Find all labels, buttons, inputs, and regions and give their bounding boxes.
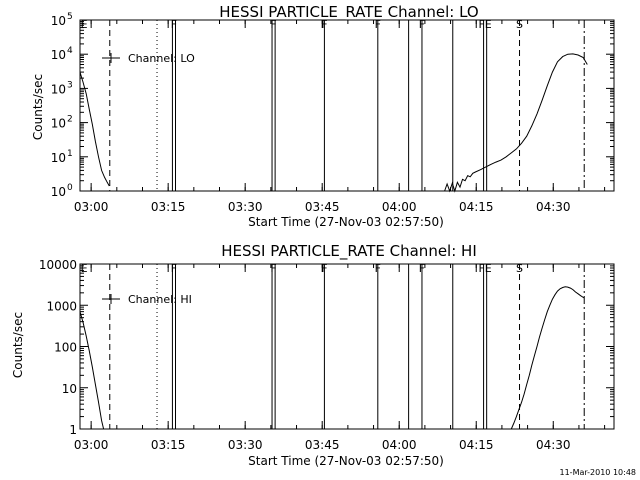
bottom-x-tick-label-5: 04:15: [459, 438, 494, 452]
top-y-tick-exponent-4: 4: [67, 46, 73, 56]
bottom-event-label-5: F: [419, 262, 425, 275]
top-y-tick-exponent-2: 2: [67, 115, 73, 125]
top-plot-frame: [79, 19, 615, 192]
bottom-event-label-6: FE: [478, 262, 491, 275]
bottom-x-axis-label: Start Time (27-Nov-03 02:57:50): [248, 454, 444, 468]
bottom-x-tick-label-1: 03:15: [151, 438, 186, 452]
bottom-y-tick-label-4: 10000: [39, 258, 77, 272]
top-x-tick-label-1: 03:15: [151, 200, 186, 214]
bottom-y-axis-label: Counts/sec: [11, 312, 25, 378]
bottom-x-tick-label-6: 04:30: [536, 438, 571, 452]
top-x-axis-label: Start Time (27-Nov-03 02:57:50): [248, 215, 444, 229]
bottom-x-tick-label-4: 04:00: [382, 438, 417, 452]
top-x-tick-label-3: 03:45: [305, 200, 340, 214]
bottom-x-tick-label-3: 03:45: [305, 438, 340, 452]
top-x-tick-label-0: 03:00: [74, 200, 109, 214]
top-y-tick-label-0: 10: [51, 185, 66, 199]
top-series-0-segment-1: [444, 53, 588, 193]
top-chart-title: HESSI PARTICLE_RATE Channel: LO: [219, 3, 478, 22]
top-y-tick-exponent-5: 5: [67, 12, 73, 22]
top-legend-label: Channel: LO: [128, 52, 195, 65]
top-x-tick-label-5: 04:15: [459, 200, 494, 214]
top-x-tick-label-6: 04:30: [536, 200, 571, 214]
bottom-y-tick-label-2: 100: [54, 341, 77, 355]
top-y-tick-exponent-3: 3: [67, 80, 73, 90]
bottom-event-label-0: E: [81, 262, 88, 275]
top-event-label-1: F: [171, 18, 177, 31]
top-event-label-0: E: [81, 18, 88, 31]
bottom-series-0-segment-0: [79, 311, 105, 430]
bottom-event-markers: E F F F F F FE S: [81, 262, 585, 429]
bottom-event-label-2: F: [270, 262, 276, 275]
bottom-chart-title: HESSI PARTICLE_RATE Channel: HI: [221, 242, 477, 261]
top-y-tick-label-1: 10: [51, 151, 66, 165]
top-event-label-7: S: [516, 18, 523, 31]
top-event-label-3: F: [321, 18, 327, 31]
footer-timestamp: 11-Mar-2010 10:48: [560, 468, 637, 477]
top-x-ticks: 03:00 03:15 03:30 03:45 04:00 04:15 04:30: [74, 20, 606, 214]
top-y-tick-exponent-0: 0: [67, 183, 73, 193]
bottom-event-label-4: F: [375, 262, 381, 275]
bottom-panel: HESSI PARTICLE_RATE Channel: HI Counts/s…: [11, 242, 615, 468]
top-y-tick-label-3: 10: [51, 82, 66, 96]
bottom-x-tick-label-2: 03:30: [228, 438, 263, 452]
top-y-tick-label-2: 10: [51, 117, 66, 131]
bottom-legend-label: Channel: HI: [128, 293, 192, 306]
top-series-0-segment-0: [79, 71, 110, 187]
bottom-series: [79, 286, 585, 430]
bottom-legend: Channel: HI: [102, 293, 192, 306]
top-x-tick-label-2: 03:30: [228, 200, 263, 214]
top-event-markers: E F F F F F FE S: [81, 18, 585, 191]
top-y-tick-label-5: 10: [51, 14, 66, 28]
bottom-y-tick-label-1: 10: [62, 382, 77, 396]
bottom-y-tick-label-0: 1: [69, 423, 77, 437]
top-x-tick-label-4: 04:00: [382, 200, 417, 214]
top-legend: Channel: LO: [102, 52, 195, 65]
top-y-tick-label-4: 10: [51, 48, 66, 62]
top-event-label-2: F: [270, 18, 276, 31]
top-event-label-4: F: [375, 18, 381, 31]
bottom-event-label-3: F: [321, 262, 327, 275]
bottom-event-label-1: F: [171, 262, 177, 275]
top-event-label-6: FE: [478, 18, 491, 31]
bottom-y-ticks: 1 10 100 1000 10000: [39, 258, 614, 437]
bottom-event-label-7: S: [516, 262, 523, 275]
top-event-label-5: F: [419, 18, 425, 31]
bottom-series-0-segment-1: [510, 286, 585, 430]
bottom-x-tick-label-0: 03:00: [74, 438, 109, 452]
bottom-plot-frame: [79, 263, 615, 430]
bottom-x-ticks: 03:00 03:15 03:30 03:45 04:00 04:15 04:30: [74, 264, 606, 452]
top-series: [79, 53, 588, 193]
top-panel: HESSI PARTICLE_RATE Channel: LO Counts/s…: [31, 3, 615, 229]
top-y-axis-label: Counts/sec: [31, 74, 45, 140]
bottom-y-tick-label-3: 1000: [46, 299, 77, 313]
top-y-tick-exponent-1: 1: [67, 149, 73, 159]
